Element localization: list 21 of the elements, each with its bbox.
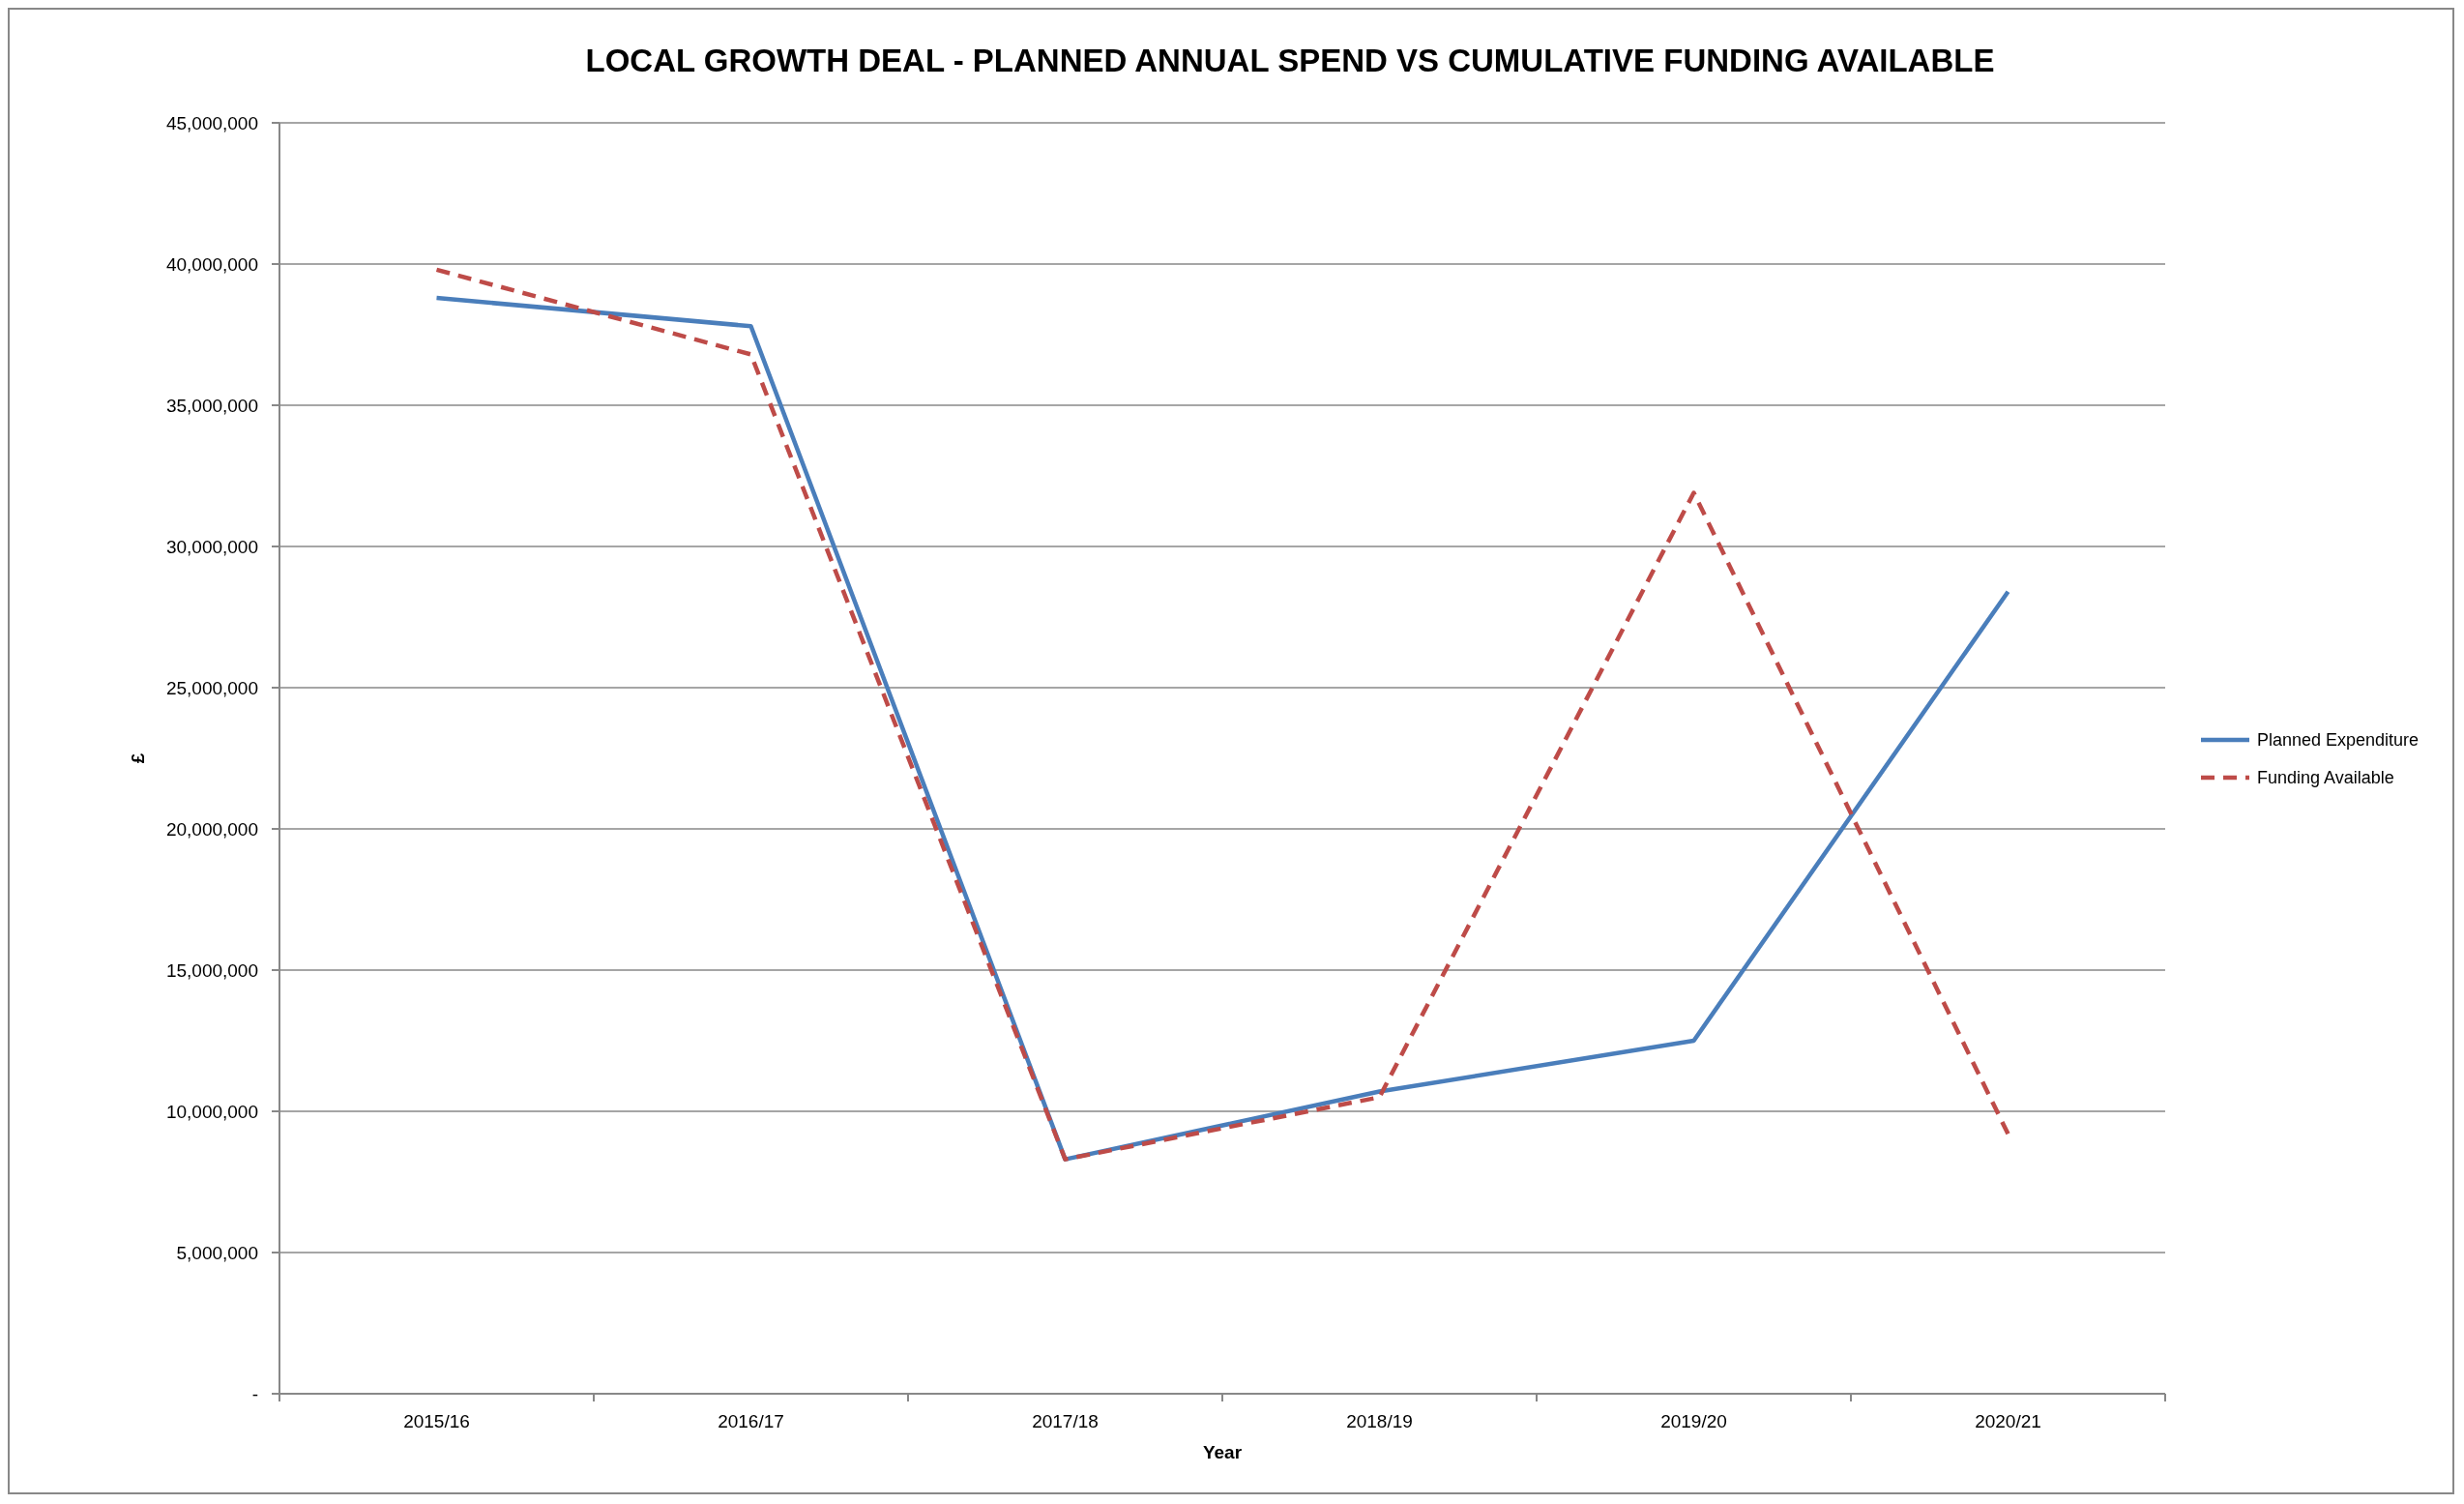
y-tick-label: 5,000,000 [176, 1242, 258, 1263]
x-tick-label: 2015/16 [403, 1411, 470, 1431]
y-tick-label: 40,000,000 [165, 253, 258, 275]
x-axis-title: Year [1202, 1442, 1243, 1462]
legend-label: Planned Expenditure [2257, 730, 2420, 751]
legend-label: Funding Available [2257, 768, 2394, 788]
y-tick-label: 25,000,000 [165, 677, 258, 698]
x-tick-label: 2019/20 [1660, 1411, 1727, 1431]
y-tick-label: 35,000,000 [165, 395, 258, 416]
x-tick-label: 2018/19 [1346, 1411, 1413, 1431]
x-tick-label: 2020/21 [1975, 1411, 2041, 1431]
y-tick-label: 15,000,000 [165, 959, 258, 981]
y-tick-label: 10,000,000 [165, 1101, 258, 1122]
y-tick-label: 20,000,000 [165, 818, 258, 840]
x-tick-label: 2017/18 [1032, 1411, 1099, 1431]
x-tick-label: 2016/17 [718, 1411, 784, 1431]
y-axis-title: £ [128, 752, 148, 764]
y-tick-label: 30,000,000 [165, 536, 258, 557]
y-tick-label: 45,000,000 [165, 112, 258, 133]
y-tick-label: - [251, 1383, 258, 1404]
chart-title: LOCAL GROWTH DEAL - PLANNED ANNUAL SPEND VS CUMULATIVE FUNDING AVAILABLE [585, 43, 1995, 78]
